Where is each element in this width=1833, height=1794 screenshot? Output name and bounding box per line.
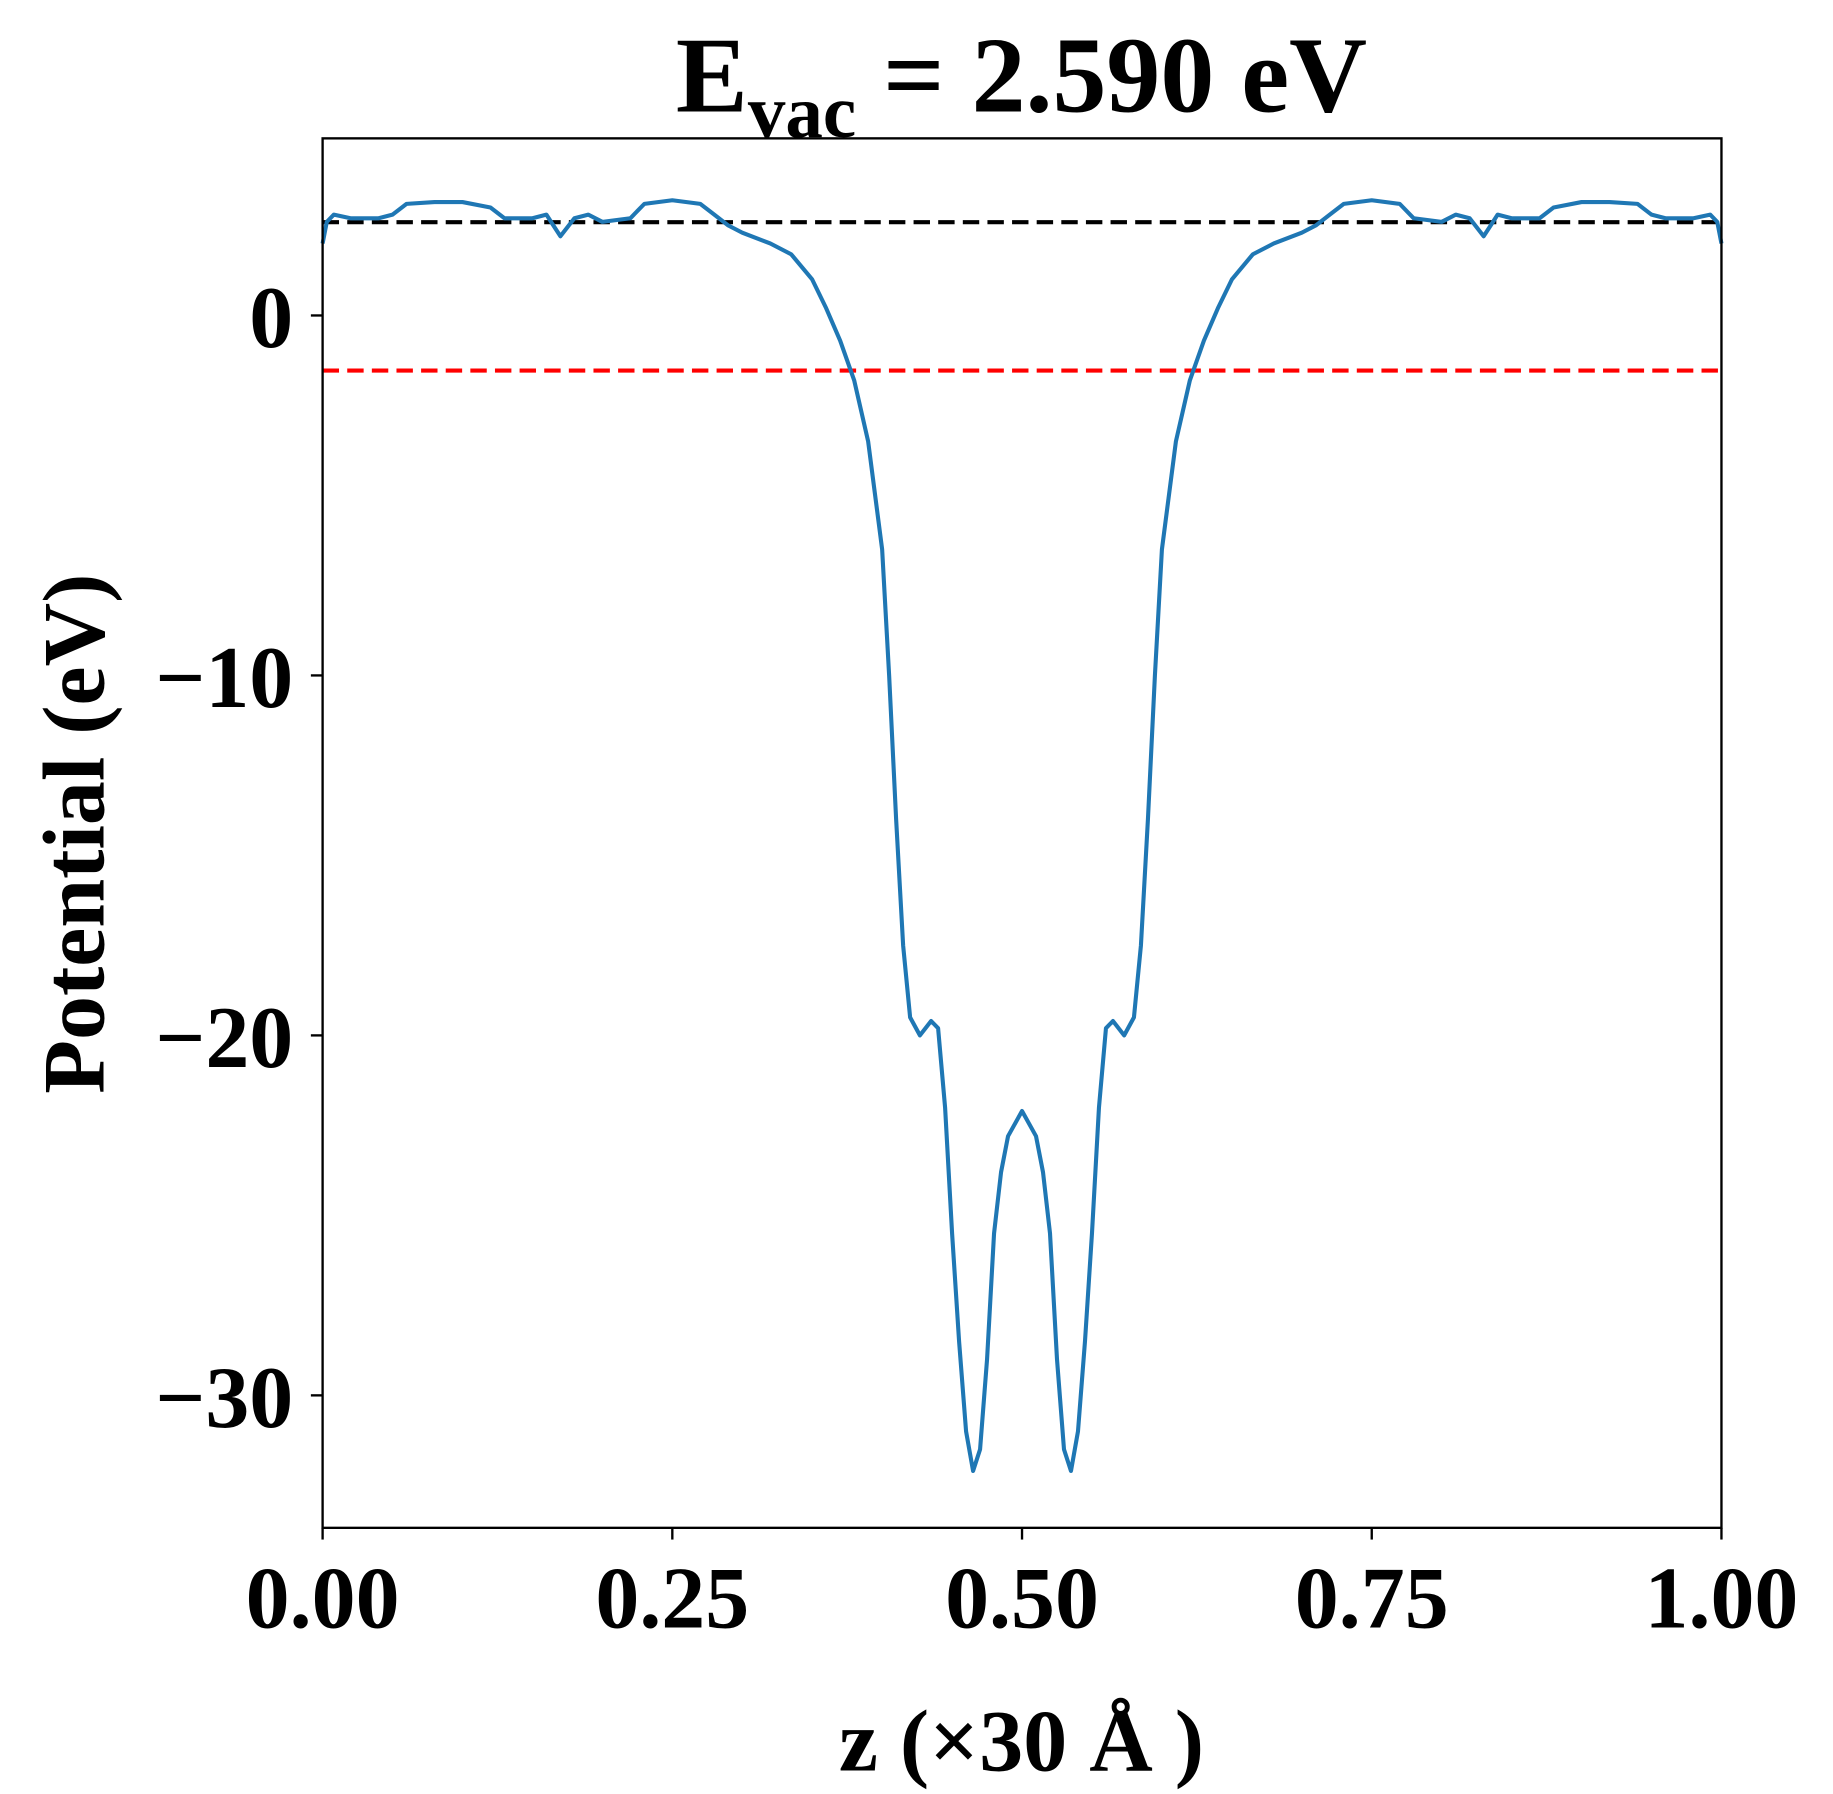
x-tick-label: 0.00 <box>246 1550 400 1647</box>
x-axis-label: z (×30 Å ) <box>839 1694 1204 1791</box>
x-tick-label: 0.75 <box>1295 1550 1449 1647</box>
title-rest: = 2.590 eV <box>856 16 1367 135</box>
chart-title: Evac = 2.590 eV <box>676 16 1367 154</box>
x-tick-label: 1.00 <box>1645 1550 1799 1647</box>
x-tick-label: 0.50 <box>945 1550 1099 1647</box>
title-subscript: vac <box>748 71 856 154</box>
x-tick-label: 0.25 <box>595 1550 749 1647</box>
plot-frame <box>321 137 1723 1530</box>
data-line <box>320 198 1724 1474</box>
y-tick-label: −30 <box>155 1350 293 1447</box>
y-axis-label: Potential (eV) <box>26 574 123 1094</box>
title-main: E <box>676 16 748 135</box>
y-tick-label: −20 <box>155 990 293 1087</box>
y-tick-label: −10 <box>155 630 293 727</box>
y-tick-label: 0 <box>249 270 293 367</box>
